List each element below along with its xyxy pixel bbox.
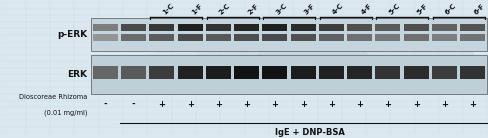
- Text: +: +: [384, 100, 390, 109]
- Text: 4-C: 4-C: [331, 3, 344, 16]
- Bar: [346, 24, 371, 31]
- Bar: [459, 66, 484, 79]
- Bar: [121, 34, 146, 41]
- Text: Dioscoreae Rhizoma: Dioscoreae Rhizoma: [19, 94, 87, 100]
- Text: -: -: [103, 100, 107, 109]
- Bar: [318, 34, 343, 41]
- Bar: [431, 66, 456, 79]
- Bar: [205, 34, 230, 41]
- Bar: [290, 24, 315, 31]
- Bar: [375, 34, 400, 41]
- Bar: [234, 24, 259, 31]
- Bar: [91, 18, 486, 51]
- Text: 6-C: 6-C: [444, 3, 457, 16]
- Text: p-ERK: p-ERK: [57, 30, 87, 39]
- Bar: [177, 66, 202, 79]
- Bar: [93, 24, 118, 31]
- Text: 4-F: 4-F: [359, 3, 372, 16]
- Text: +: +: [440, 100, 447, 109]
- Text: +: +: [186, 100, 193, 109]
- Bar: [234, 34, 259, 41]
- Text: 1-F: 1-F: [190, 3, 203, 16]
- Text: 2-C: 2-C: [218, 3, 231, 16]
- Bar: [91, 55, 486, 94]
- Text: +: +: [355, 100, 363, 109]
- Bar: [149, 66, 174, 79]
- Bar: [205, 24, 230, 31]
- Text: (0.01 mg/ml): (0.01 mg/ml): [44, 109, 87, 116]
- Text: 3-C: 3-C: [274, 3, 288, 16]
- Bar: [459, 24, 484, 31]
- Text: 6-F: 6-F: [472, 3, 485, 16]
- Circle shape: [259, 26, 472, 83]
- Bar: [318, 24, 343, 31]
- Text: +: +: [468, 100, 475, 109]
- Bar: [290, 66, 315, 79]
- Bar: [121, 66, 146, 79]
- Text: +: +: [243, 100, 250, 109]
- Bar: [93, 34, 118, 41]
- Bar: [431, 24, 456, 31]
- Text: 5-C: 5-C: [387, 3, 400, 16]
- Bar: [431, 34, 456, 41]
- Text: 2-F: 2-F: [246, 3, 259, 16]
- Bar: [318, 66, 343, 79]
- Bar: [403, 66, 427, 79]
- Bar: [459, 34, 484, 41]
- Text: +: +: [327, 100, 334, 109]
- Text: +: +: [299, 100, 306, 109]
- Text: 1-C: 1-C: [162, 3, 175, 16]
- Circle shape: [132, 48, 278, 87]
- Text: +: +: [412, 100, 419, 109]
- Text: IgE + DNP-BSA: IgE + DNP-BSA: [275, 128, 345, 137]
- Bar: [262, 34, 287, 41]
- Bar: [234, 66, 259, 79]
- Text: +: +: [215, 100, 222, 109]
- Bar: [346, 34, 371, 41]
- Text: 5-F: 5-F: [415, 3, 428, 16]
- Bar: [375, 24, 400, 31]
- Bar: [403, 34, 427, 41]
- Text: -: -: [132, 100, 135, 109]
- Text: +: +: [158, 100, 165, 109]
- Bar: [205, 66, 230, 79]
- Bar: [177, 34, 202, 41]
- Bar: [403, 24, 427, 31]
- Bar: [149, 24, 174, 31]
- Bar: [177, 24, 202, 31]
- Bar: [375, 66, 400, 79]
- Bar: [121, 24, 146, 31]
- Circle shape: [196, 38, 370, 85]
- Text: +: +: [271, 100, 278, 109]
- Text: 3-F: 3-F: [303, 3, 316, 16]
- Bar: [346, 66, 371, 79]
- Bar: [149, 34, 174, 41]
- Bar: [290, 34, 315, 41]
- Bar: [262, 66, 287, 79]
- Bar: [262, 24, 287, 31]
- Bar: [93, 66, 118, 79]
- Text: ERK: ERK: [67, 70, 87, 79]
